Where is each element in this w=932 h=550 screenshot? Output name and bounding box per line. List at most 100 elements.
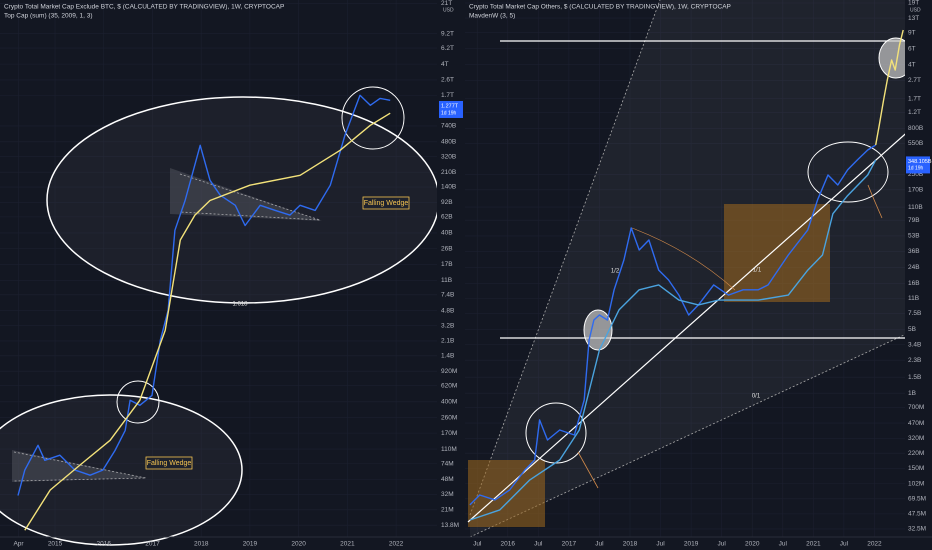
- countdown: 1d 19h: [908, 166, 924, 172]
- box: [724, 204, 830, 302]
- y-tick-label: 62B: [441, 214, 453, 221]
- y-tick-label: 11B: [441, 277, 452, 284]
- x-tick-label: 2016: [501, 541, 516, 548]
- x-tick-label: 2017: [145, 541, 160, 548]
- x-tick-label: Jul: [595, 541, 604, 548]
- annotation: 1/1: [753, 268, 762, 274]
- x-tick-label: 2020: [745, 541, 760, 548]
- currency: USD: [910, 7, 921, 13]
- y-tick-label: 920M: [441, 368, 457, 375]
- x-tick-label: 2015: [48, 541, 63, 548]
- x-tick-label: Jul: [718, 541, 727, 548]
- grid: [0, 0, 905, 537]
- y-tick-label: 480B: [441, 139, 456, 146]
- y-tick-label: 320B: [441, 153, 456, 160]
- y-tick-label: 2.3B: [908, 357, 921, 364]
- x-tick-label: Jul: [473, 541, 482, 548]
- y-tick-label: 48M: [441, 476, 454, 483]
- y-tick-label: 13.8M: [441, 522, 459, 529]
- y-tick-label: 40B: [441, 230, 453, 237]
- y-tick-label: 6T: [908, 45, 916, 52]
- y-tick-label: 47.5M: [908, 511, 926, 518]
- y-tick-label: 2.1B: [441, 338, 454, 345]
- x-tick-label: Jul: [779, 541, 788, 548]
- y-tick-label: 260M: [441, 414, 457, 421]
- left-price-axis: [437, 0, 465, 550]
- y-tick-label: 92B: [441, 199, 453, 206]
- wedge-line: [13, 451, 147, 482]
- y-tick-label: 210B: [441, 169, 456, 176]
- x-tick-label: 2022: [867, 541, 882, 548]
- y-tick-label: 4T: [441, 61, 449, 68]
- x-tick-label: 2022: [389, 541, 404, 548]
- price-tag: [906, 156, 930, 174]
- x-tick-label: Apr: [13, 541, 24, 548]
- x-tick-label: Jul: [840, 541, 849, 548]
- y-tick-label: 32.5M: [908, 526, 926, 533]
- y-tick-label: 102M: [908, 480, 924, 487]
- y-tick-label: 110B: [908, 204, 923, 211]
- y-tick-label: 3.2B: [441, 322, 454, 329]
- y-tick-label: 150M: [908, 465, 924, 472]
- y-tick-label: 26B: [441, 245, 453, 252]
- y-tick-label: 13T: [908, 15, 919, 22]
- right-price-axis: [905, 0, 932, 550]
- y-tick-label: 11B: [908, 295, 919, 302]
- x-tick-label: 2020: [291, 541, 306, 548]
- y-tick-label: 24B: [908, 264, 920, 271]
- arrow: [867, 184, 883, 219]
- series-line: [469, 159, 877, 521]
- y-tick-label: 21T: [441, 0, 452, 7]
- y-tick-label: 1.7T: [441, 92, 454, 99]
- y-tick-label: 1.2T: [908, 109, 921, 116]
- y-tick-label: 740B: [441, 123, 456, 130]
- x-tick-label: 2018: [194, 541, 209, 548]
- x-tick-label: 2021: [340, 541, 355, 548]
- y-tick-label: 4.8B: [441, 307, 454, 314]
- wedge-line: [179, 173, 321, 221]
- y-tick-label: 53B: [908, 233, 920, 240]
- fan-line: [469, 0, 661, 516]
- annotation: 1.618: [232, 302, 248, 308]
- y-tick-label: 3.4B: [908, 341, 921, 348]
- ellipse: [0, 394, 243, 546]
- legend-item: MavdenW (3, 5): [469, 13, 515, 20]
- y-tick-label: 36B: [908, 248, 920, 255]
- series-line: [17, 94, 391, 496]
- price-tag: [439, 100, 463, 118]
- fan-line: [469, 321, 932, 538]
- y-tick-label: 700M: [908, 404, 924, 411]
- y-tick-label: 16B: [908, 280, 920, 287]
- series-line: [469, 144, 877, 506]
- y-tick-label: 32M: [441, 491, 454, 498]
- marks: [17, 29, 904, 531]
- y-tick-label: 2.7T: [908, 77, 921, 84]
- arc: [631, 227, 736, 291]
- annotation: Falling Wedge: [364, 200, 409, 207]
- y-tick-label: 220M: [908, 450, 924, 457]
- y-tick-label: 4T: [908, 61, 916, 68]
- annotation: 0/1: [752, 394, 761, 400]
- y-tick-label: 1B: [908, 390, 916, 397]
- legend-item: Top Cap (sum) (35, 2009, 1, 3): [4, 13, 93, 20]
- x-tick-label: 2019: [684, 541, 699, 548]
- y-tick-label: 21M: [441, 507, 454, 514]
- series-line: [24, 112, 391, 531]
- y-tick-label: 6.2T: [441, 45, 454, 52]
- x-tick-label: 2018: [623, 541, 638, 548]
- trend-line: [467, 127, 913, 523]
- wedge: [170, 168, 322, 221]
- price-tag-label: 348.105B: [908, 159, 932, 165]
- x-tick-label: Jul: [534, 541, 543, 548]
- y-tick-label: 470M: [908, 420, 924, 427]
- y-tick-label: 1.7T: [908, 95, 921, 102]
- y-tick-label: 19T: [908, 0, 919, 7]
- y-tick-label: 170B: [908, 187, 923, 194]
- x-tick-label: 2016: [97, 541, 112, 548]
- y-tick-label: 5B: [908, 326, 916, 333]
- legend-title: Crypto Total Market Cap Exclude BTC, $ (…: [4, 4, 284, 11]
- y-tick-label: 140B: [441, 184, 456, 191]
- y-tick-label: 7.4B: [441, 292, 454, 299]
- series-line: [875, 29, 904, 146]
